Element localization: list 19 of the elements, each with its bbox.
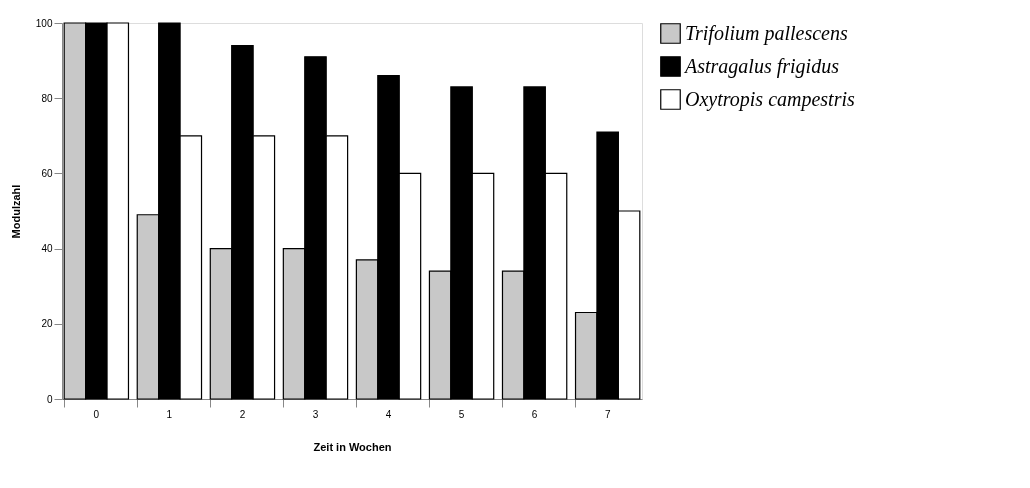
legend-label: Trifolium pallescens xyxy=(685,21,848,45)
x-tick-label: 2 xyxy=(239,408,246,420)
y-axis-title: Modulzahl xyxy=(9,184,22,239)
x-tick-label: 4 xyxy=(385,408,392,420)
x-tick-label: 3 xyxy=(312,408,319,420)
y-tick-label: 60 xyxy=(41,167,53,179)
y-tick-label: 100 xyxy=(35,17,53,29)
legend-label: Astragalus frigidus xyxy=(683,54,840,78)
y-tick-label: 20 xyxy=(41,318,53,330)
x-tick-label: 1 xyxy=(166,408,173,420)
y-tick-label: 40 xyxy=(41,243,53,255)
x-axis-title: Zeit in Wochen xyxy=(313,440,392,453)
legend-label: Oxytropis campestris xyxy=(685,87,856,111)
x-tick-label: 0 xyxy=(93,408,100,420)
y-tick-label: 0 xyxy=(46,393,53,405)
x-tick-label: 5 xyxy=(458,408,465,420)
y-tick-label: 80 xyxy=(41,92,53,104)
x-tick-label: 6 xyxy=(531,408,538,420)
x-tick-label: 7 xyxy=(604,408,611,420)
